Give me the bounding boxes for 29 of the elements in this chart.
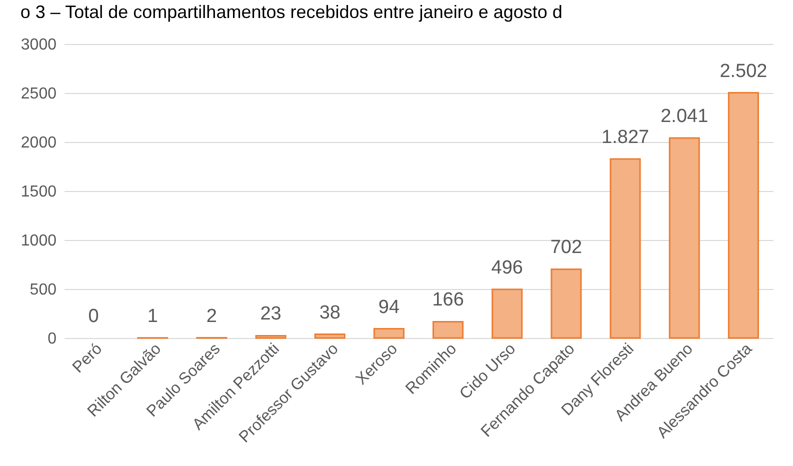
bar bbox=[373, 328, 404, 339]
bar bbox=[728, 92, 759, 339]
data-label: 94 bbox=[378, 296, 400, 318]
data-label: 1.827 bbox=[602, 126, 650, 148]
data-label: 702 bbox=[550, 237, 582, 258]
bar bbox=[610, 158, 641, 339]
chart-title: o 3 – Total de compartilhamentos recebidos entre janeiro e agosto d bbox=[20, 2, 562, 22]
data-label: 496 bbox=[491, 257, 523, 278]
y-tick-label: 2000 bbox=[20, 134, 57, 152]
y-tick-label: 500 bbox=[30, 282, 57, 298]
data-label: 23 bbox=[260, 304, 282, 325]
bar bbox=[668, 137, 700, 339]
bar bbox=[550, 268, 582, 339]
data-label: 38 bbox=[319, 302, 340, 324]
bar bbox=[255, 334, 286, 339]
y-tick-label: 2500 bbox=[20, 86, 57, 102]
y-tick-label: 0 bbox=[48, 330, 57, 348]
y-tick-label: 3000 bbox=[20, 36, 57, 54]
bar bbox=[314, 334, 346, 339]
data-label: 166 bbox=[432, 290, 464, 311]
bar bbox=[492, 288, 523, 339]
data-label: 2.041 bbox=[660, 106, 708, 127]
data-label: 0 bbox=[88, 306, 99, 327]
data-label: 2.502 bbox=[720, 60, 768, 82]
data-label: 2 bbox=[206, 306, 217, 327]
y-tick-label: 1000 bbox=[20, 232, 57, 250]
y-tick-label: 1500 bbox=[20, 184, 57, 200]
data-label: 1 bbox=[147, 306, 158, 327]
bar bbox=[432, 320, 464, 339]
